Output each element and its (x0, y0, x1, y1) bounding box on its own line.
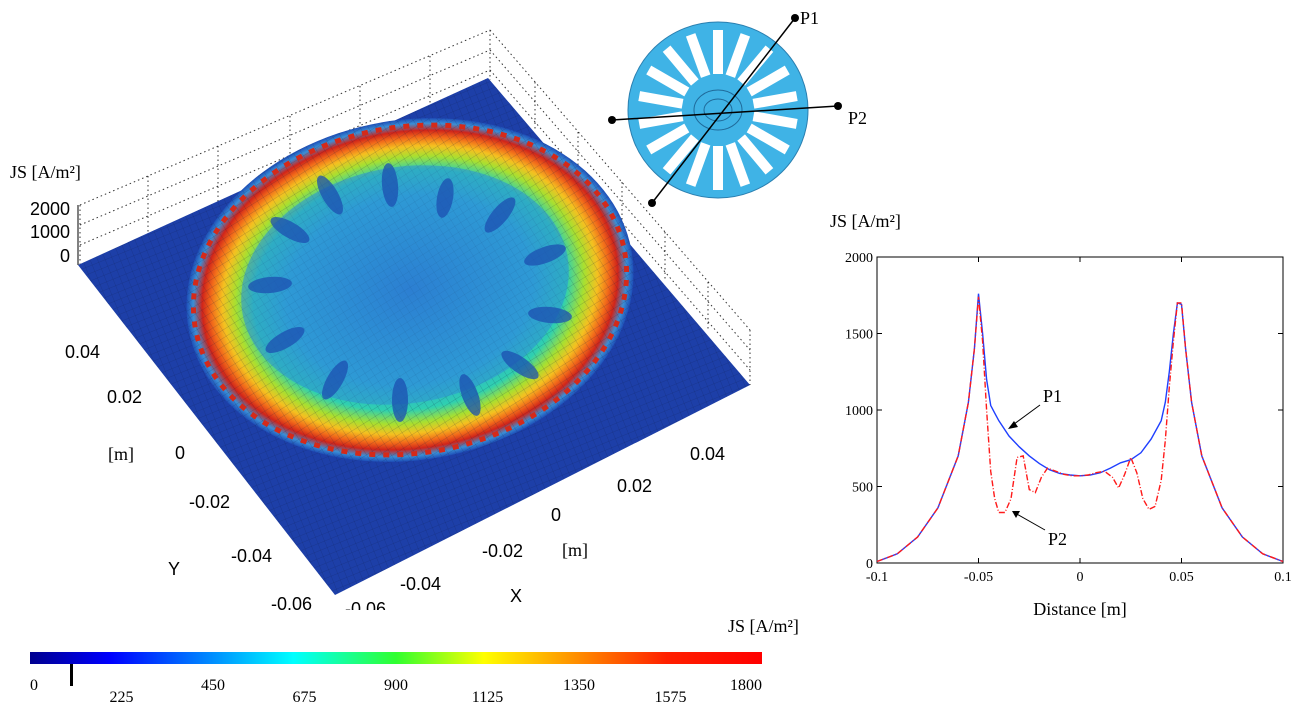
x-tick-label: 0.05 (1169, 570, 1194, 585)
colorbar-tick-label: 1800 (730, 677, 762, 694)
colorbar-bar (30, 652, 762, 664)
colorbar: JS [A/m²] 0 225 450 675 900 1125 1350 1575 1800 (30, 616, 799, 706)
p2-end-b (834, 102, 842, 110)
x-name: X (510, 586, 522, 606)
profile-axes-box (876, 256, 1284, 564)
y-tick-2: 0 (175, 443, 185, 463)
wheel-hub-inner (703, 98, 733, 122)
wheel-slot (752, 91, 798, 109)
wheel-hub (693, 89, 743, 131)
colorbar-tick-label: 1575 (655, 689, 687, 706)
wheel-slot (662, 45, 699, 86)
line-p1 (651, 17, 796, 204)
profile-xlabel: Distance [m] (1033, 599, 1126, 619)
colorbar-tick-label: 0 (30, 677, 38, 694)
wheel-slot (685, 33, 711, 78)
x-tick-label: 0.1 (1274, 570, 1292, 585)
profile-lines (876, 293, 1284, 563)
wheel-slot (752, 111, 798, 129)
p1-label: P1 (800, 8, 819, 28)
x-tick-0: -0.06 (345, 599, 386, 610)
wheel-slot (737, 134, 774, 175)
y-name: Y (168, 559, 180, 579)
colorbar-tick-label: 675 (293, 689, 317, 706)
surface-spokes (248, 163, 572, 422)
wheel-slot (646, 65, 690, 97)
wheel-slot (646, 123, 690, 155)
profile-ticks: -0.1 -0.05 0 0.05 0.1 0 500 1000 1500 2000 (845, 251, 1292, 585)
wheel-slot (713, 30, 723, 74)
x-tick-label: 0 (1077, 570, 1084, 585)
wheel-slot (713, 146, 723, 190)
y-tick-5: -0.06 (271, 594, 312, 610)
p2-arrow (1014, 512, 1046, 531)
p2-label: P2 (848, 108, 867, 128)
colorbar-tick-label: 1125 (472, 689, 503, 706)
series-p1 (876, 293, 1284, 563)
x-tick-5: 0.04 (690, 444, 725, 464)
wheel-slot (638, 91, 684, 109)
series-p2 (876, 296, 1284, 563)
y-unit: [m] (108, 444, 134, 464)
wheel-slot (685, 142, 711, 187)
colorbar-title: JS [A/m²] (728, 616, 799, 636)
p1-annotation: P1 (1043, 386, 1062, 406)
surface-plot: JS [A/m²] 2000 1000 0 0.04 0.02 0 -0.02 … (10, 29, 751, 610)
y-tick-3: -0.02 (189, 492, 230, 512)
y-tick-label: 2000 (845, 251, 873, 266)
y-tick-4: -0.04 (231, 546, 272, 566)
y-tick-1: 0.02 (107, 387, 142, 407)
y-tick-label: 1500 (845, 328, 873, 343)
x-tick-4: 0.02 (617, 476, 652, 496)
wheel-slot (725, 33, 751, 78)
z-axis-label: JS [A/m²] (10, 162, 81, 182)
y-tick-label: 1000 (845, 404, 873, 419)
colorbar-ticks: 0 225 450 675 900 1125 1350 1575 1800 (30, 677, 762, 706)
x-tick-2: -0.02 (482, 541, 523, 561)
z-tick-2000: 2000 (30, 199, 70, 219)
x-unit: [m] (562, 540, 588, 560)
colorbar-tick-label: 225 (110, 689, 134, 706)
colorbar-tick-label: 900 (384, 677, 408, 694)
wheel-slot (746, 123, 790, 155)
wheel-slot (662, 134, 699, 175)
y-tick-label: 0 (866, 557, 873, 572)
wheel-diagram: P1 P2 (608, 8, 867, 207)
wheel-slot (746, 65, 790, 97)
y-tick-0: 0.04 (65, 342, 100, 362)
z-tick-0: 0 (60, 246, 70, 266)
x-tick-label: -0.1 (866, 570, 888, 585)
p2-arrowhead (1012, 511, 1020, 518)
colorbar-marker (70, 664, 73, 686)
wheel-slot (725, 142, 751, 187)
p2-annotation: P2 (1048, 529, 1067, 549)
x-tick-1: -0.04 (400, 574, 441, 594)
colorbar-tick-label: 450 (201, 677, 225, 694)
z-tick-1000: 1000 (30, 222, 70, 242)
wheel-slots (638, 30, 798, 190)
p1-end-a (648, 199, 656, 207)
x-tick-3: 0 (551, 505, 561, 525)
ring-peaks (190, 122, 630, 458)
profile-plot: JS [A/m²] -0.1 -0.05 0 0.05 0.1 0 500 1000 1500 2… (830, 211, 1292, 619)
y-tick-label: 500 (852, 481, 873, 496)
p1-end-b (791, 14, 799, 22)
profile-ylabel: JS [A/m²] (830, 211, 901, 231)
x-tick-label: -0.05 (964, 570, 993, 585)
p2-end-a (608, 116, 616, 124)
wheel-slot (737, 45, 774, 86)
p1-arrowhead (1008, 421, 1018, 429)
line-p2 (611, 105, 839, 121)
colorbar-tick-label: 1350 (563, 677, 595, 694)
